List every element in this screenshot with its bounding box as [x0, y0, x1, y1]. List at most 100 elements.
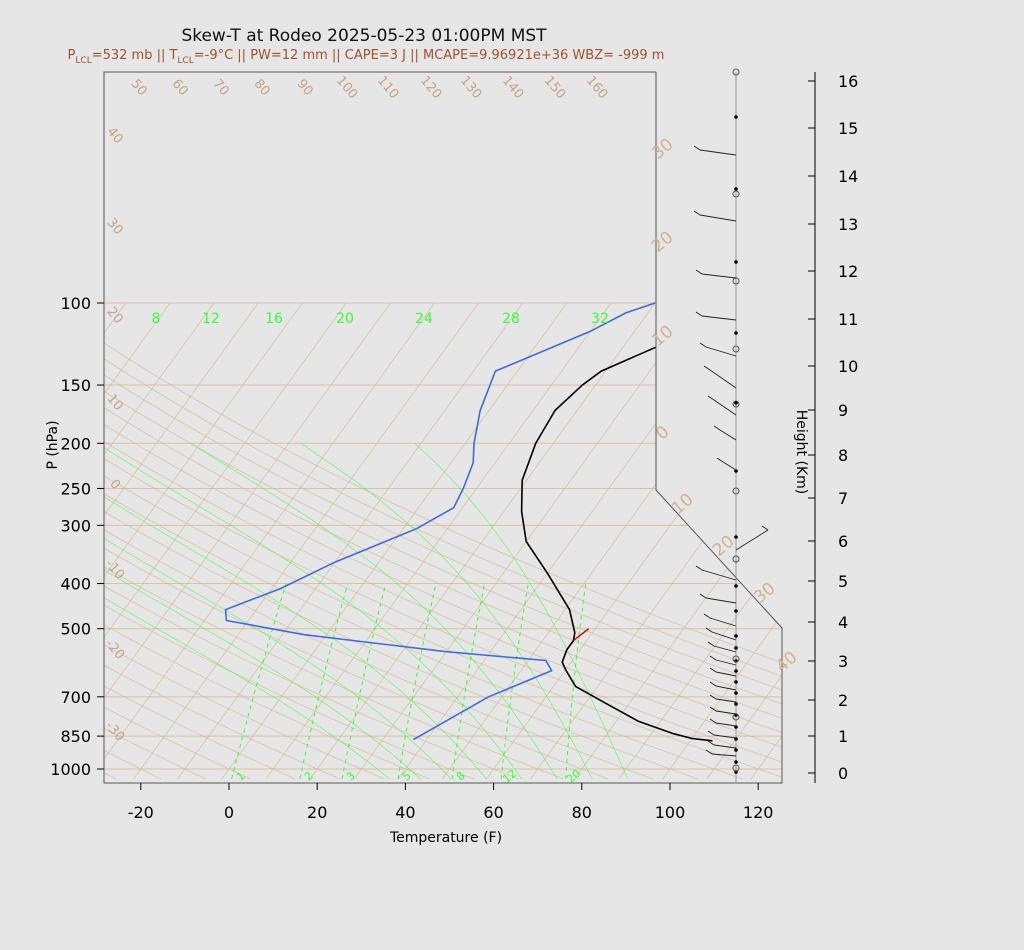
- wind-barb-flag: [703, 365, 711, 371]
- moist-adiabat: [190, 443, 558, 780]
- height-tick-label: 3: [838, 652, 848, 671]
- wind-calm-marker: [732, 190, 740, 198]
- wind-level-dot: [734, 646, 738, 650]
- wind-barb: [715, 698, 737, 703]
- dry-adiabat-label: 70: [210, 77, 232, 99]
- height-tick-label: 9: [838, 401, 848, 420]
- isotherm-line: [104, 302, 347, 780]
- wind-barb-flag: [707, 730, 715, 736]
- dry-adiabat-label: 150: [541, 73, 568, 102]
- wind-level-dot: [734, 584, 738, 588]
- isotherm-line: [574, 302, 782, 780]
- moist-adiabat: [104, 443, 390, 780]
- dry-adiabat: [104, 302, 782, 780]
- wind-level-dot: [734, 680, 738, 684]
- wind-level-dot: [734, 669, 738, 673]
- dry-adiabat: [104, 302, 743, 780]
- mixing-ratio-label: 12: [202, 311, 220, 327]
- mixing-ratio-line: [299, 583, 349, 779]
- y-tick-label: 100: [60, 294, 91, 313]
- wind-level-dot: [734, 115, 738, 119]
- wind-barb-flag: [695, 269, 703, 275]
- isotherm-label: 10: [648, 322, 677, 351]
- dry-adiabat: [104, 302, 782, 780]
- mixing-ratio-label: 20: [336, 311, 354, 327]
- wind-calm-marker: [732, 68, 740, 76]
- isotherm-line: [309, 302, 656, 780]
- wind-barb-flag: [695, 311, 703, 317]
- wind-level-dot: [734, 469, 738, 473]
- height-tick-label: 1: [838, 727, 848, 746]
- background-grid: [0, 302, 782, 780]
- dry-adiabat: [104, 302, 782, 780]
- mixing-ratio-line: [231, 583, 287, 780]
- wind-calm-marker: [732, 555, 740, 563]
- isotherm-line: [265, 302, 612, 780]
- data-series: [224, 302, 766, 742]
- height-tick-label: 2: [838, 691, 848, 710]
- chart-title: Skew-T at Rodeo 2025-05-23 01:00PM MST: [181, 26, 547, 46]
- wind-barb: [719, 429, 737, 441]
- dry-adiabat: [104, 302, 385, 780]
- x-tick-label: 20: [307, 803, 327, 822]
- x-tick-label: 40: [395, 803, 415, 822]
- dry-adiabat: [104, 302, 206, 780]
- dry-adiabat: [104, 302, 782, 780]
- wind-barb: [715, 685, 737, 691]
- wind-barb: [701, 273, 737, 279]
- dry-adiabat: [104, 302, 519, 780]
- x-tick-label: 0: [224, 803, 234, 822]
- wind-barb-flag: [761, 525, 769, 531]
- wind-barb: [715, 722, 737, 727]
- wind-calm-marker: [732, 764, 740, 772]
- dry-adiabat-label: 160: [583, 73, 610, 102]
- wind-barb: [699, 149, 737, 156]
- isotherm-label: 30: [648, 135, 677, 164]
- wind-barb: [709, 617, 737, 627]
- wind-barb: [709, 369, 737, 389]
- moist-adiabat: [414, 443, 628, 780]
- height-tick-label: 0: [838, 764, 848, 783]
- isotherm-line: [104, 302, 435, 780]
- wind-barb-flag: [705, 627, 713, 633]
- isotherm-label: 40: [772, 648, 801, 677]
- dry-adiabat-label: 90: [294, 77, 316, 99]
- dry-adiabat-label: -10: [102, 557, 127, 583]
- isotherm-line: [104, 302, 259, 780]
- height-tick-label: 7: [838, 489, 848, 508]
- wind-barb-flag: [705, 749, 713, 755]
- isotherm-line: [104, 302, 391, 780]
- isotherm-line: [133, 302, 479, 780]
- height-axis-label: Height (Km): [793, 410, 809, 494]
- wind-barb-flag: [695, 565, 703, 571]
- dry-adiabat: [104, 302, 782, 780]
- isotherm-line: [104, 302, 215, 780]
- dry-adiabat: [104, 302, 340, 780]
- wind-level-dot: [734, 748, 738, 752]
- wind-barb-flag: [707, 395, 715, 401]
- dry-adiabat: [104, 302, 782, 780]
- wind-barb: [715, 671, 737, 677]
- isotherm-line: [397, 302, 744, 780]
- moist-adiabat: [300, 443, 593, 780]
- isotherm-line: [0, 303, 82, 779]
- wind-level-dot: [734, 187, 738, 191]
- moist-adiabat: [104, 443, 452, 780]
- dry-adiabat-label: 80: [251, 77, 273, 99]
- wind-barb: [701, 315, 737, 321]
- x-tick-label: 120: [743, 803, 774, 822]
- dewpoint-line: [224, 302, 656, 741]
- y-tick-label: 700: [60, 688, 91, 707]
- x-tick-label: 80: [572, 803, 592, 822]
- isotherm-line: [486, 302, 782, 780]
- y-tick-label: 400: [60, 575, 91, 594]
- isotherm-label: 10: [668, 490, 697, 519]
- wind-calm-marker: [732, 655, 740, 663]
- wind-level-dot: [734, 331, 738, 335]
- dry-adiabat-label: 140: [499, 73, 526, 102]
- wind-barb-flag: [713, 425, 721, 431]
- dry-adiabat: [104, 302, 653, 780]
- mixing-ratio-bottom-label: 8: [454, 769, 468, 783]
- wind-level-dot: [734, 535, 738, 539]
- height-tick-label: 13: [838, 215, 858, 234]
